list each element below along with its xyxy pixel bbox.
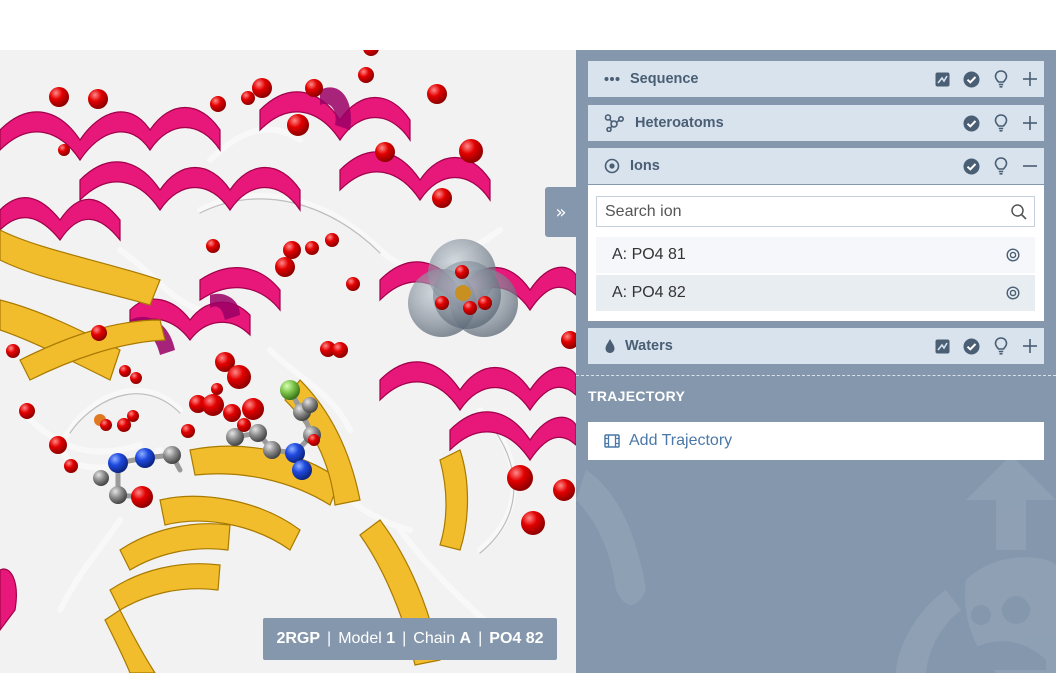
separator: | (478, 630, 483, 647)
waters-visibility-check-icon[interactable] (957, 328, 986, 364)
section-heteroatoms-label: Heteroatoms (635, 115, 724, 131)
focus-target-icon[interactable] (991, 248, 1035, 262)
search-icon[interactable] (1004, 203, 1034, 220)
ion-search-box (596, 196, 1035, 227)
sequence-image-icon[interactable] (928, 61, 957, 97)
drop-icon (604, 338, 623, 354)
waters-highlight-bulb-icon[interactable] (986, 328, 1015, 364)
residue-name: PO4 82 (489, 630, 544, 647)
waters-expand-plus-icon[interactable] (1015, 328, 1044, 364)
side-panel: Sequence Heteroatoms (576, 50, 1056, 673)
ions-panel-body: A: PO4 81 A: PO4 82 (588, 185, 1044, 321)
section-waters-label: Waters (625, 338, 673, 354)
section-ions-label: Ions (630, 158, 660, 174)
chevrons-right-icon: » (555, 201, 567, 223)
section-waters-actions (928, 328, 1044, 364)
bottom-bar (0, 673, 1056, 700)
water-molecules (6, 50, 576, 535)
heteroatoms-highlight-bulb-icon[interactable] (986, 105, 1015, 141)
sequence-visibility-check-icon[interactable] (957, 61, 986, 97)
chain-label: Chain (413, 630, 456, 647)
ion-item-label: A: PO4 82 (612, 284, 686, 301)
ion-list-item-selected[interactable]: A: PO4 82 (596, 275, 1035, 311)
trajectory-section-title: TRAJECTORY (588, 388, 686, 404)
focus-target-icon[interactable] (991, 286, 1035, 300)
ion-list-item[interactable]: A: PO4 81 (596, 237, 1035, 273)
molecule-icon (604, 114, 633, 132)
panel-divider (576, 375, 1056, 376)
section-sequence-header[interactable]: Sequence (588, 61, 1044, 97)
molecule-viewport[interactable] (0, 50, 576, 673)
ion-search-input[interactable] (597, 197, 1004, 226)
section-sequence-actions (928, 61, 1044, 97)
sequence-highlight-bulb-icon[interactable] (986, 61, 1015, 97)
film-icon (604, 434, 620, 448)
structure-id: 2RGP (276, 630, 321, 647)
section-heteroatoms-header[interactable]: Heteroatoms (588, 105, 1044, 141)
heteroatoms-expand-plus-icon[interactable] (1015, 105, 1044, 141)
selected-ion-po4[interactable] (408, 239, 518, 337)
top-bar (0, 0, 1056, 50)
ellipsis-icon (604, 76, 628, 82)
ions-collapse-minus-icon[interactable] (1015, 148, 1044, 184)
waters-image-icon[interactable] (928, 328, 957, 364)
model-value: 1 (386, 630, 396, 647)
separator: | (327, 630, 332, 647)
section-ions-header[interactable]: Ions (588, 148, 1044, 184)
sheet-ribbons (0, 229, 469, 673)
section-heteroatoms-actions (957, 105, 1044, 141)
model-label: Model (338, 630, 382, 647)
collapse-panel-button[interactable]: » (545, 187, 577, 237)
section-ions-actions (957, 148, 1044, 184)
sequence-expand-plus-icon[interactable] (1015, 61, 1044, 97)
ligand-atoms (93, 380, 321, 508)
ions-highlight-bulb-icon[interactable] (986, 148, 1015, 184)
target-icon (604, 158, 628, 174)
ion-item-label: A: PO4 81 (612, 246, 686, 263)
molecule-render[interactable] (0, 50, 576, 673)
chain-value: A (459, 630, 472, 647)
add-trajectory-button[interactable]: Add Trajectory (588, 422, 1044, 460)
selection-info-label: 2RGP | Model 1 | Chain A | PO4 82 (263, 618, 557, 660)
ions-visibility-check-icon[interactable] (957, 148, 986, 184)
section-waters-header[interactable]: Waters (588, 328, 1044, 364)
separator: | (402, 630, 407, 647)
heteroatoms-visibility-check-icon[interactable] (957, 105, 986, 141)
add-trajectory-label: Add Trajectory (629, 432, 733, 449)
panel-background-logo (576, 455, 1056, 673)
section-sequence-label: Sequence (630, 71, 699, 87)
